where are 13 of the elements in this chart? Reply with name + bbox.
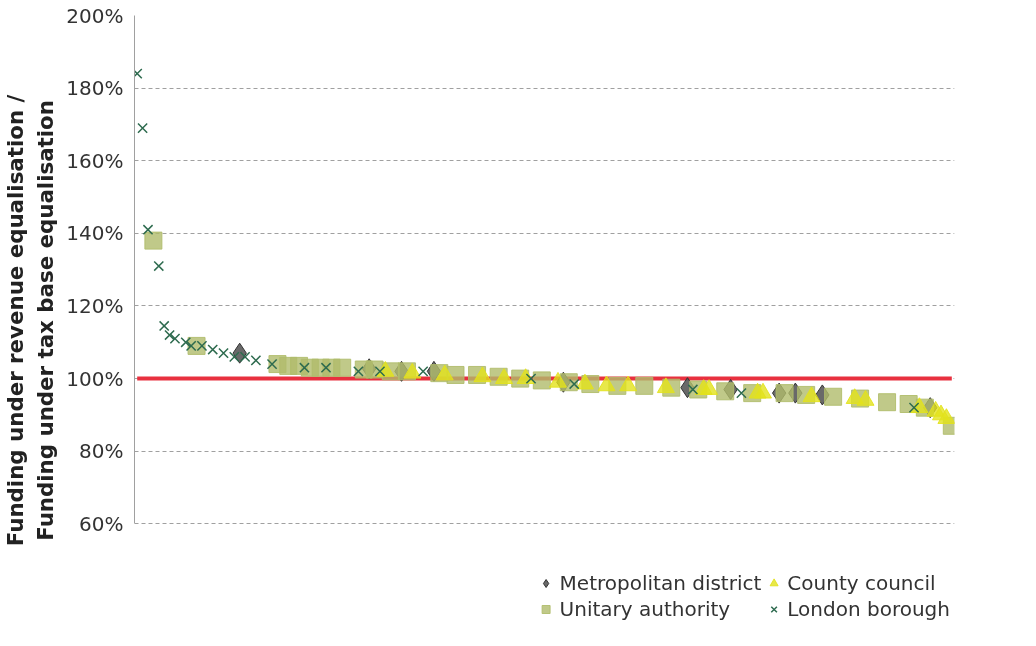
y-tick-label: 80% xyxy=(79,439,124,464)
y-tick-label: 120% xyxy=(66,293,124,318)
y-tick-label: 60% xyxy=(79,511,124,536)
y-tick-label: 160% xyxy=(66,148,124,173)
y-tick-label: 200% xyxy=(66,3,124,28)
y-tick-label: 140% xyxy=(66,221,124,246)
legend-label: Unitary authority xyxy=(559,597,731,621)
legend-label: County council xyxy=(787,571,936,595)
legend-label: Metropolitan district xyxy=(559,571,762,595)
y-tick-label: 100% xyxy=(66,366,124,391)
legend-label: London borough xyxy=(787,597,950,621)
y-tick-label: 180% xyxy=(66,76,124,101)
y-axis-title: Funding under revenue equalisation / Funding under tax base equalisation xyxy=(3,94,59,547)
